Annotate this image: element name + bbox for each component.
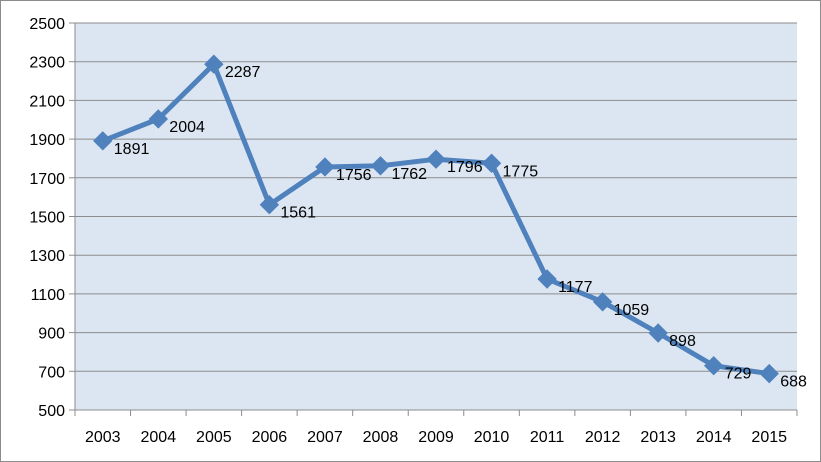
data-point-marker xyxy=(259,194,280,215)
data-label: 1775 xyxy=(503,163,539,180)
x-tick-label: 2006 xyxy=(252,429,288,446)
data-label: 688 xyxy=(780,374,807,391)
data-markers xyxy=(93,54,779,384)
x-tick-label: 2014 xyxy=(696,429,732,446)
y-tick-label: 700 xyxy=(38,364,65,381)
data-label: 1561 xyxy=(280,205,316,222)
data-label: 1059 xyxy=(614,302,650,319)
data-label: 1762 xyxy=(391,166,427,183)
x-tick-label: 2011 xyxy=(530,429,565,446)
data-point-marker xyxy=(703,355,724,376)
data-point-marker xyxy=(148,109,169,129)
data-point-marker xyxy=(204,54,224,74)
data-point-marker xyxy=(537,269,557,289)
y-tick-label: 1300 xyxy=(29,248,65,265)
y-axis-ticks: 500 700 900 1100 1300 1500 1700 1900 2100 2300 250… xyxy=(29,16,75,420)
data-label: 1891 xyxy=(114,141,150,158)
x-tick-label: 2013 xyxy=(640,429,676,446)
data-label: 898 xyxy=(669,333,696,350)
data-label: 1756 xyxy=(336,167,372,184)
y-tick-label: 1700 xyxy=(29,171,65,188)
data-point-marker xyxy=(648,323,668,343)
y-tick-label: 2300 xyxy=(29,55,65,72)
x-tick-label: 2012 xyxy=(585,429,621,446)
data-point-marker xyxy=(481,153,502,173)
data-point-marker xyxy=(759,363,779,384)
data-labels: 1891 2004 2287 1561 1756 1762 1796 1775 1177 1059… xyxy=(114,64,807,390)
x-tick-label: 2008 xyxy=(363,429,399,446)
data-label: 729 xyxy=(725,366,752,383)
data-point-marker xyxy=(315,157,335,177)
y-tick-label: 2500 xyxy=(29,16,65,33)
gridlines xyxy=(75,22,797,372)
y-tick-label: 500 xyxy=(38,403,65,420)
x-tick-label: 2009 xyxy=(418,429,454,446)
x-tick-label: 2005 xyxy=(196,429,232,446)
x-tick-label: 2010 xyxy=(474,429,510,446)
y-tick-label: 1900 xyxy=(29,132,65,149)
x-tick-label: 2003 xyxy=(85,429,121,446)
x-tick-label: 2015 xyxy=(751,429,787,446)
y-tick-label: 2100 xyxy=(29,93,65,110)
y-tick-label: 900 xyxy=(38,326,65,343)
data-label: 2004 xyxy=(169,119,205,136)
y-tick-label: 1500 xyxy=(29,210,65,227)
data-label: 1796 xyxy=(447,159,483,176)
data-point-marker xyxy=(426,149,446,169)
data-label: 1177 xyxy=(558,279,593,296)
x-tick-label: 2007 xyxy=(307,429,343,446)
x-tick-label: 2004 xyxy=(141,429,177,446)
data-label: 2287 xyxy=(225,64,261,81)
y-tick-label: 1100 xyxy=(31,287,66,304)
data-point-marker xyxy=(370,156,391,176)
data-point-marker xyxy=(592,292,613,312)
data-point-marker xyxy=(93,131,113,151)
x-axis-ticks: 2003 2004 2005 2006 2007 2008 2009 2010 2011 2012… xyxy=(74,410,798,446)
